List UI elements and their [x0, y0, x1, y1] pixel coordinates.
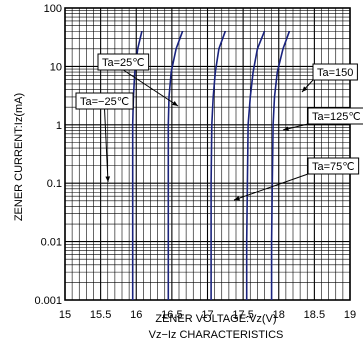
grid [64, 8, 351, 301]
x-tick-label: 15 [59, 309, 71, 321]
annotation-callout: Ta=125℃ [282, 107, 363, 131]
annotation-text: Ta=125℃ [312, 111, 361, 123]
annotation-arrowhead [234, 195, 240, 201]
annotation-leader [104, 108, 109, 183]
annotation-leader [123, 69, 179, 107]
annotation-text: Ta=150 [317, 67, 353, 79]
y-tick-labels: 0.001 0.01 0.1 1 10 100 [34, 3, 62, 307]
annotation-text: Ta=25℃ [102, 57, 145, 69]
annotation-box [307, 157, 360, 175]
annotation-arrowhead [105, 176, 111, 182]
x-tick-label: 18.5 [304, 309, 325, 321]
y-tick-label: 0.001 [34, 295, 62, 307]
y-axis-label: ZENER CURRENT:Iz(mA) [13, 93, 25, 221]
annotation-arrowhead [302, 86, 308, 92]
y-tick-label: 0.01 [41, 237, 62, 249]
series-line [270, 30, 291, 300]
y-tick-label: 10 [50, 61, 62, 73]
x-tick-label: 18 [273, 309, 285, 321]
annotation-text: Ta=−25℃ [80, 96, 129, 108]
series-line [245, 30, 266, 300]
x-tick-label: 16 [130, 309, 142, 321]
x-tick-labels: 15 15.5 16 16.5 17 17.5 18 18.5 19 [59, 309, 356, 321]
series-line [210, 30, 227, 300]
annotation-callout: Ta=−25℃ [75, 92, 134, 183]
annotation-box [312, 63, 358, 81]
annotation-leader [233, 173, 309, 201]
series-line [167, 30, 184, 300]
x-tick-label: 17 [201, 309, 213, 321]
x-tick-label: 16.5 [161, 309, 182, 321]
annotation-arrowhead [172, 101, 178, 106]
annotation-text: Ta=75℃ [312, 161, 355, 173]
annotation-box [307, 107, 363, 125]
x-tick-label: 15.5 [90, 309, 111, 321]
y-tick-label: 0.1 [47, 178, 62, 190]
plot-frame [64, 7, 351, 301]
annotation-callout: Ta=150 [301, 63, 358, 93]
chart-caption: Vz−Iz CHARACTERISTICS [149, 329, 284, 341]
annotation-callout: Ta=75℃ [233, 157, 360, 201]
annotations: Ta=25℃ Ta=−25℃ Ta=150 Ta=125℃ Ta=75℃ [75, 53, 363, 201]
x-tick-label: 19 [344, 309, 356, 321]
x-axis-label: ZENER VOLTAGE:Vz(V) [155, 313, 276, 325]
x-tick-label: 17.5 [232, 309, 253, 321]
y-tick-label: 100 [44, 3, 62, 15]
curves [131, 30, 291, 300]
annotation-arrowhead [283, 126, 289, 131]
y-tick-label: 1 [56, 120, 62, 132]
annotation-callout: Ta=25℃ [97, 53, 179, 107]
series-line [131, 31, 143, 300]
